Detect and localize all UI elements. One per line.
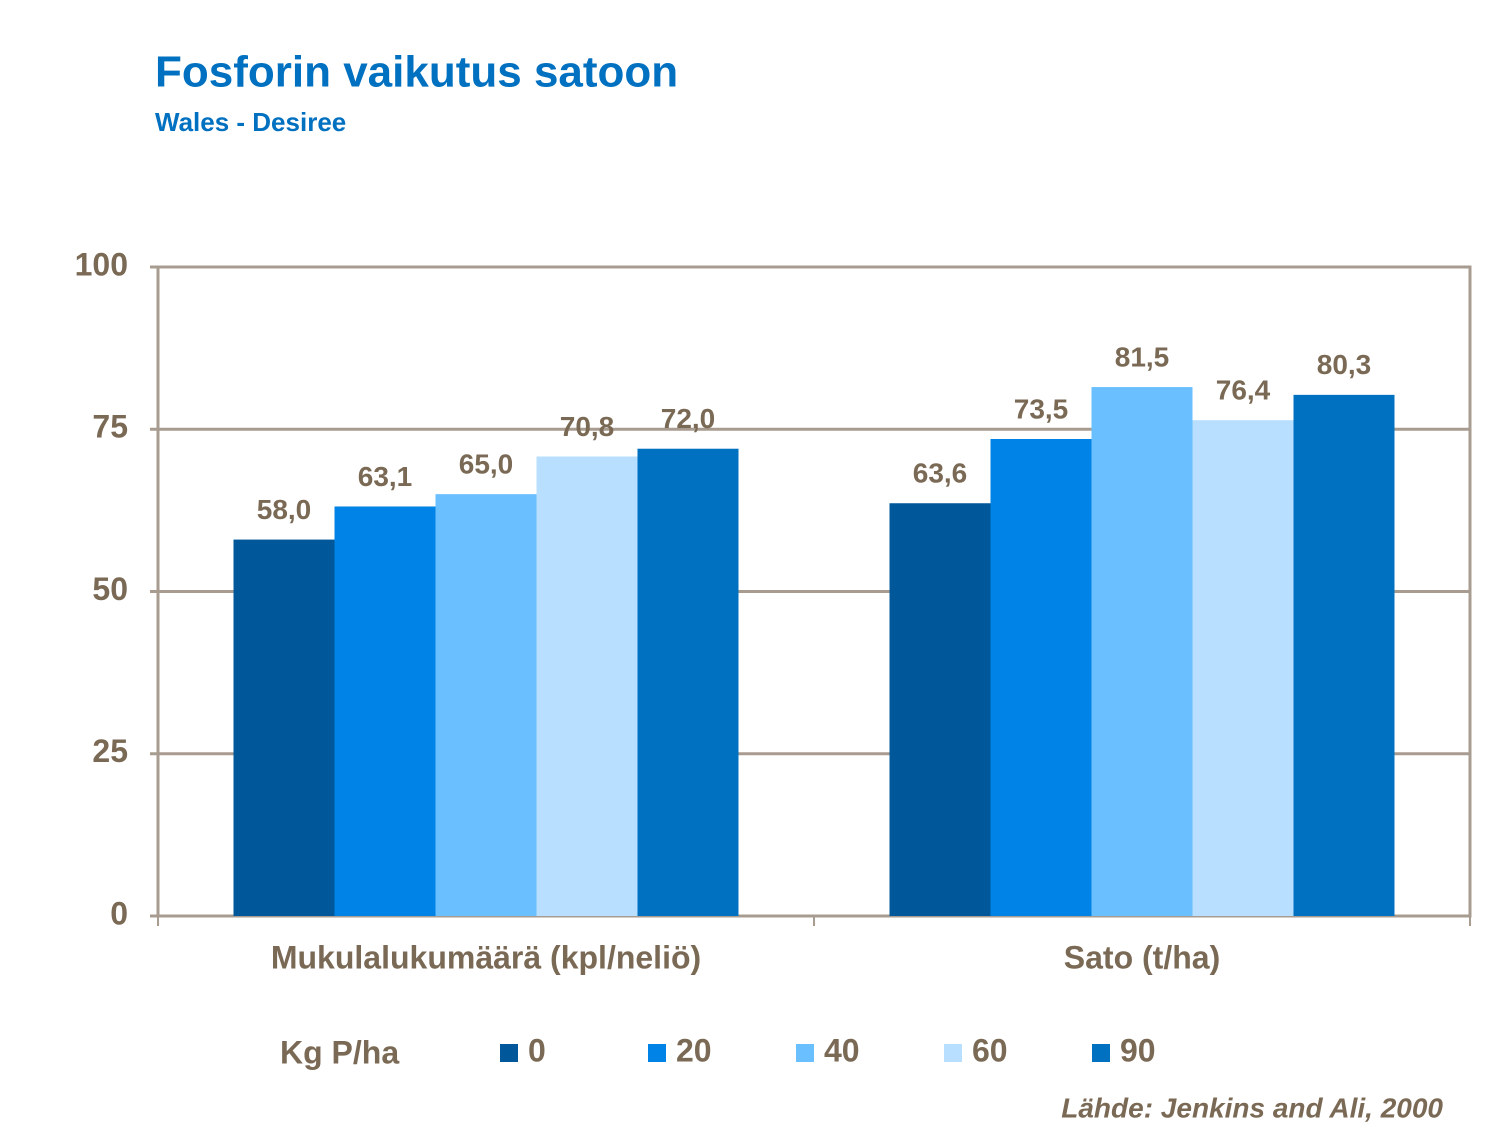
value-label: 80,3 [1317, 349, 1372, 380]
value-label: 76,4 [1216, 375, 1271, 406]
bar [536, 456, 638, 916]
source: Lähde: Jenkins and Ali, 2000 [1061, 1092, 1443, 1123]
legend-swatch [1092, 1044, 1110, 1062]
legend-swatch [500, 1044, 518, 1062]
chart-subtitle: Wales - Desiree [155, 107, 346, 137]
bar [1091, 387, 1193, 916]
value-label: 63,6 [913, 458, 968, 489]
value-label: 65,0 [459, 449, 514, 480]
legend-label: 60 [972, 1032, 1008, 1068]
y-tick-label: 100 [75, 246, 128, 282]
legend-label: 0 [528, 1032, 546, 1068]
bar [1192, 420, 1294, 916]
legend-label: 40 [824, 1032, 860, 1068]
bar [637, 448, 739, 916]
legend-swatch [796, 1044, 814, 1062]
value-label: 72,0 [661, 403, 716, 434]
bar [435, 494, 537, 916]
bar [334, 506, 436, 916]
bar [889, 503, 991, 916]
bar [233, 539, 335, 916]
y-tick-label: 25 [92, 733, 128, 769]
value-label: 63,1 [358, 461, 413, 492]
chart-title: Fosforin vaikutus satoon [155, 48, 678, 97]
legend-label: 90 [1120, 1032, 1156, 1068]
value-label: 73,5 [1014, 393, 1069, 424]
value-label: 70,8 [560, 411, 615, 442]
legend-label: 20 [676, 1032, 712, 1068]
y-tick-label: 50 [92, 571, 128, 607]
bar [1293, 394, 1395, 916]
value-label: 58,0 [257, 494, 312, 525]
bar [990, 438, 1092, 916]
x-tick-label: Sato (t/ha) [1064, 939, 1220, 975]
legend-swatch [944, 1044, 962, 1062]
y-tick-label: 0 [110, 895, 128, 931]
legend-title: Kg P/ha [280, 1034, 399, 1070]
x-tick-label: Mukulalukumäärä (kpl/neliö) [271, 939, 701, 975]
y-tick-label: 75 [92, 409, 128, 445]
legend-swatch [648, 1044, 666, 1062]
value-label: 81,5 [1115, 341, 1170, 372]
